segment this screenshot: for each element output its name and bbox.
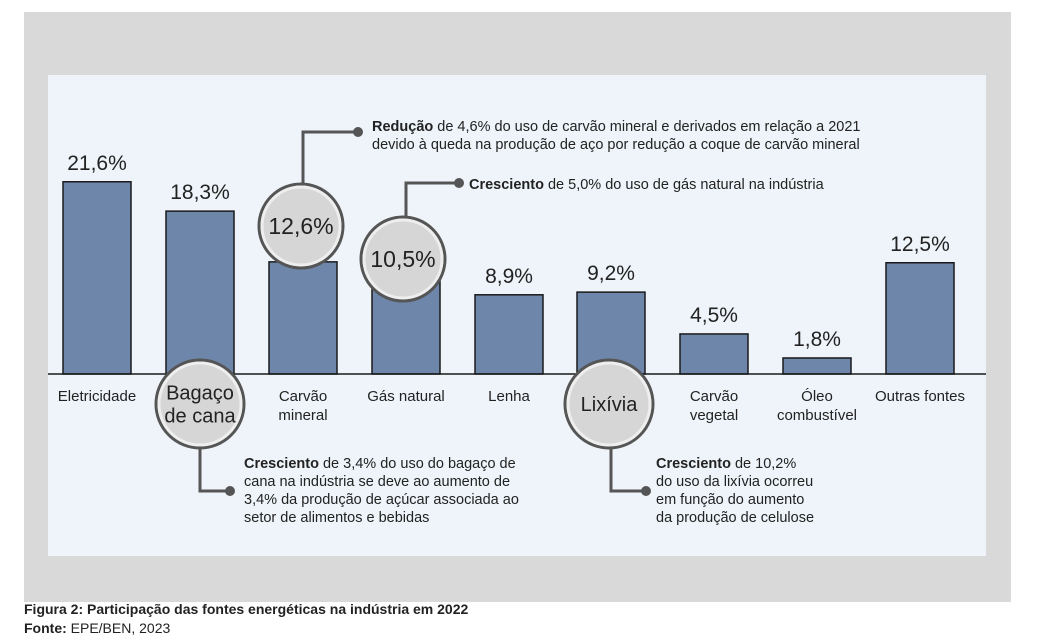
value-label-carvao-vegetal: 4,5% (690, 304, 738, 327)
category-label-carvao-vegetal: Carvão (690, 388, 738, 405)
callout-dot-gas-natural (454, 178, 464, 188)
highlight-circle-carvao-mineral (260, 185, 342, 267)
category-label-carvao-mineral: mineral (278, 407, 327, 424)
figure-caption: Figura 2: Participação das fontes energé… (24, 601, 468, 617)
callout-line-carvao-mineral (301, 130, 358, 184)
callout-line-gas-natural (404, 181, 459, 220)
bar-carvao-mineral (268, 261, 338, 375)
highlight-circle-bagaco-de-cana (157, 361, 243, 447)
category-label-oleo-combustivel: combustível (777, 407, 857, 424)
highlight-circle-lixivia (566, 361, 652, 447)
value-label-outras-fontes: 12,5% (890, 233, 950, 256)
bar-eletricidade (62, 181, 132, 375)
category-label-bagaco-de-cana: de cana (164, 406, 236, 428)
category-label-carvao-mineral: Carvão (279, 388, 327, 405)
annotation-lixivia: do uso da lixívia ocorreu (656, 474, 813, 490)
annotation-bagaco-de-cana: setor de alimentos e bebidas (244, 510, 429, 526)
source-text: EPE/BEN, 2023 (66, 620, 171, 636)
category-label-lixivia: Lixívia (581, 394, 639, 416)
annotation-gas-natural: Cresciento de 5,0% do uso de gás natural… (469, 177, 825, 193)
callout-dot-carvao-mineral (353, 127, 363, 137)
bar-carvao-vegetal (679, 333, 749, 375)
annotation-bagaco-de-cana: Cresciento de 3,4% do uso do bagaço de (244, 456, 516, 472)
annotation-carvao-mineral: Redução de 4,6% do uso de carvão mineral… (372, 119, 860, 135)
callout-dot-lixivia (641, 486, 651, 496)
category-label-outras-fontes: Outras fontes (875, 388, 965, 405)
bar-lenha (474, 294, 544, 375)
source-label: Fonte: (24, 620, 67, 636)
category-label-oleo-combustivel: Óleo (801, 388, 833, 405)
highlight-ring-bagaco-de-cana (154, 358, 246, 450)
annotation-lixivia: da produção de celulose (656, 510, 814, 526)
highlight-ring-carvao-mineral (257, 182, 345, 270)
figure-source: Fonte: EPE/BEN, 2023 (24, 620, 170, 636)
bar-bagaco-de-cana (165, 210, 235, 375)
category-label-bagaco-de-cana: Bagaço (166, 383, 234, 405)
annotation-lixivia: Cresciento de 10,2% (656, 456, 796, 472)
value-label-oleo-combustivel: 1,8% (793, 328, 841, 351)
caption-title: Figura 2: Participação das fontes energé… (24, 601, 469, 617)
highlight-circle-gas-natural (362, 218, 444, 300)
category-label-eletricidade: Eletricidade (58, 388, 136, 405)
annotation-bagaco-de-cana: cana na indústria se deve ao aumento de (244, 474, 510, 490)
annotation-bagaco-de-cana: 3,4% da produção de açúcar associada ao (244, 492, 519, 508)
category-label-gas-natural: Gás natural (367, 388, 445, 405)
callout-dot-bagaco-de-cana (225, 486, 235, 496)
value-label-carvao-mineral: 12,6% (268, 213, 333, 239)
value-label-bagaco-de-cana: 18,3% (170, 181, 230, 204)
value-label-gas-natural: 10,5% (370, 246, 435, 272)
highlight-ring-lixivia (563, 358, 655, 450)
category-label-lenha: Lenha (488, 388, 530, 405)
callout-line-lixivia (609, 435, 646, 493)
bar-oleo-combustivel (782, 357, 852, 375)
value-label-lixivia: 9,2% (587, 262, 635, 285)
bar-outras-fontes (885, 262, 955, 375)
value-label-eletricidade: 21,6% (67, 152, 127, 175)
category-label-carvao-vegetal: vegetal (690, 407, 738, 424)
annotation-lixivia: em função do aumento (656, 492, 804, 508)
value-label-lenha: 8,9% (485, 265, 533, 288)
callout-line-bagaco-de-cana (198, 435, 230, 493)
highlight-ring-gas-natural (359, 215, 447, 303)
annotation-carvao-mineral: devido à queda na produção de aço por re… (372, 137, 860, 153)
